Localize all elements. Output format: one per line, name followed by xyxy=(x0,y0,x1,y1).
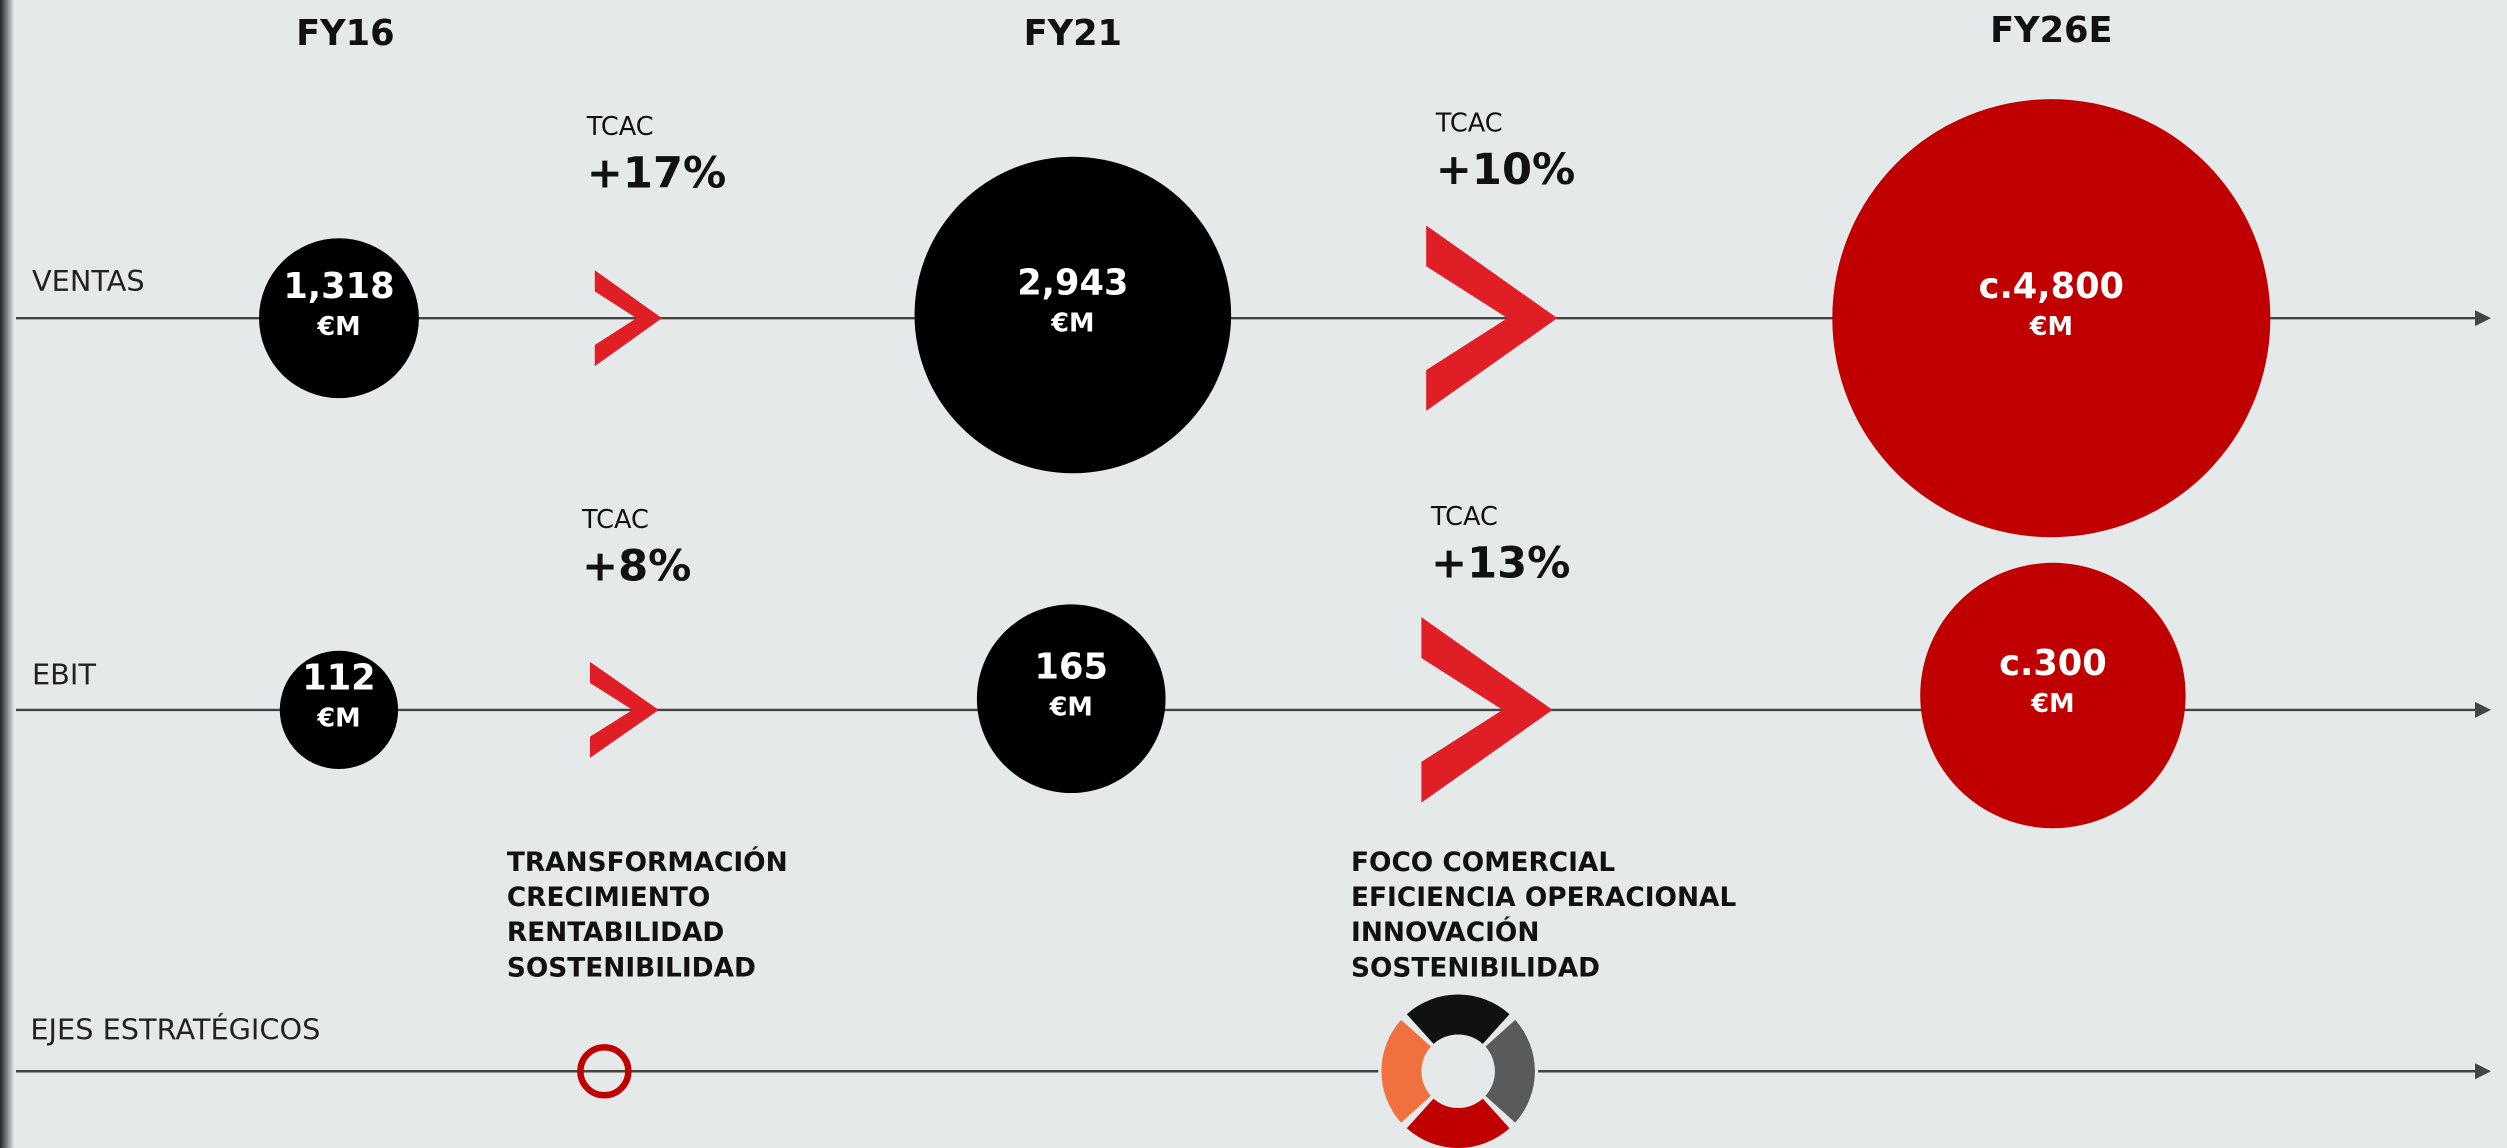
row-label: EJES ESTRATÉGICOS xyxy=(30,1012,320,1046)
chevron xyxy=(589,661,659,758)
chevron xyxy=(1426,225,1558,411)
arrow-head xyxy=(2475,701,2492,718)
bubble-value: 1,318 xyxy=(283,266,394,307)
axis-item: FOCO COMERCIAL xyxy=(1351,848,1615,878)
arrow-head xyxy=(2475,1063,2492,1080)
axis-item: INNOVACIÓN xyxy=(1351,916,1539,948)
bubble-unit: €M xyxy=(1050,309,1094,339)
value-bubble xyxy=(259,238,419,399)
growth-label: TCAC xyxy=(581,505,649,535)
value-bubble xyxy=(976,604,1166,794)
value-bubble xyxy=(914,156,1232,474)
edge-shadow xyxy=(0,0,15,1148)
bubble-value: 2,943 xyxy=(1017,263,1128,304)
chevron xyxy=(1421,617,1553,803)
bubble-value: c.300 xyxy=(1999,643,2107,684)
row-label: VENTAS xyxy=(32,264,145,298)
growth-label: TCAC xyxy=(1430,502,1498,532)
ring-marker xyxy=(577,1044,632,1099)
growth-value: +8% xyxy=(582,542,691,592)
bubble-unit: €M xyxy=(1049,692,1093,722)
ring-segment xyxy=(1485,1019,1535,1123)
axis-item: RENTABILIDAD xyxy=(507,918,724,948)
axis-item: TRANSFORMACIÓN xyxy=(507,846,788,878)
content: FY16 FY21 FY26E VENTAS TCAC +17% TCAC +10% 1,318… xyxy=(15,10,2492,1148)
growth-value: +17% xyxy=(587,148,726,198)
bubble-value: 112 xyxy=(302,658,375,699)
growth-label: TCAC xyxy=(586,112,654,142)
value-bubble xyxy=(279,650,399,770)
axis-item: SOSTENIBILIDAD xyxy=(507,953,756,983)
bubble-unit: €M xyxy=(2030,689,2074,719)
value-bubble xyxy=(1920,562,2186,829)
axis-item: SOSTENIBILIDAD xyxy=(1351,953,1600,983)
bubble-value: 165 xyxy=(1035,646,1108,687)
ring-segment xyxy=(1406,1098,1510,1148)
ring-segment xyxy=(1381,1019,1431,1123)
axis-item: EFICIENCIA OPERACIONAL xyxy=(1351,883,1736,913)
growth-label: TCAC xyxy=(1435,109,1503,139)
ring-segment xyxy=(1406,994,1510,1044)
chevron xyxy=(594,270,662,367)
bubble-unit: €M xyxy=(316,703,360,733)
growth-value: +13% xyxy=(1431,539,1570,589)
axis-item: CRECIMIENTO xyxy=(507,883,710,913)
column-header: FY16 xyxy=(296,13,394,54)
bubble-unit: €M xyxy=(2029,312,2073,342)
growth-value: +10% xyxy=(1436,145,1575,195)
bubble-value: c.4,800 xyxy=(1979,266,2124,307)
value-bubble xyxy=(1832,99,2271,538)
row-label: EBIT xyxy=(32,657,96,691)
bubble-unit: €M xyxy=(316,312,360,342)
column-header: FY26E xyxy=(1990,10,2112,51)
arrow-head xyxy=(2475,310,2492,327)
column-header: FY21 xyxy=(1024,13,1122,54)
